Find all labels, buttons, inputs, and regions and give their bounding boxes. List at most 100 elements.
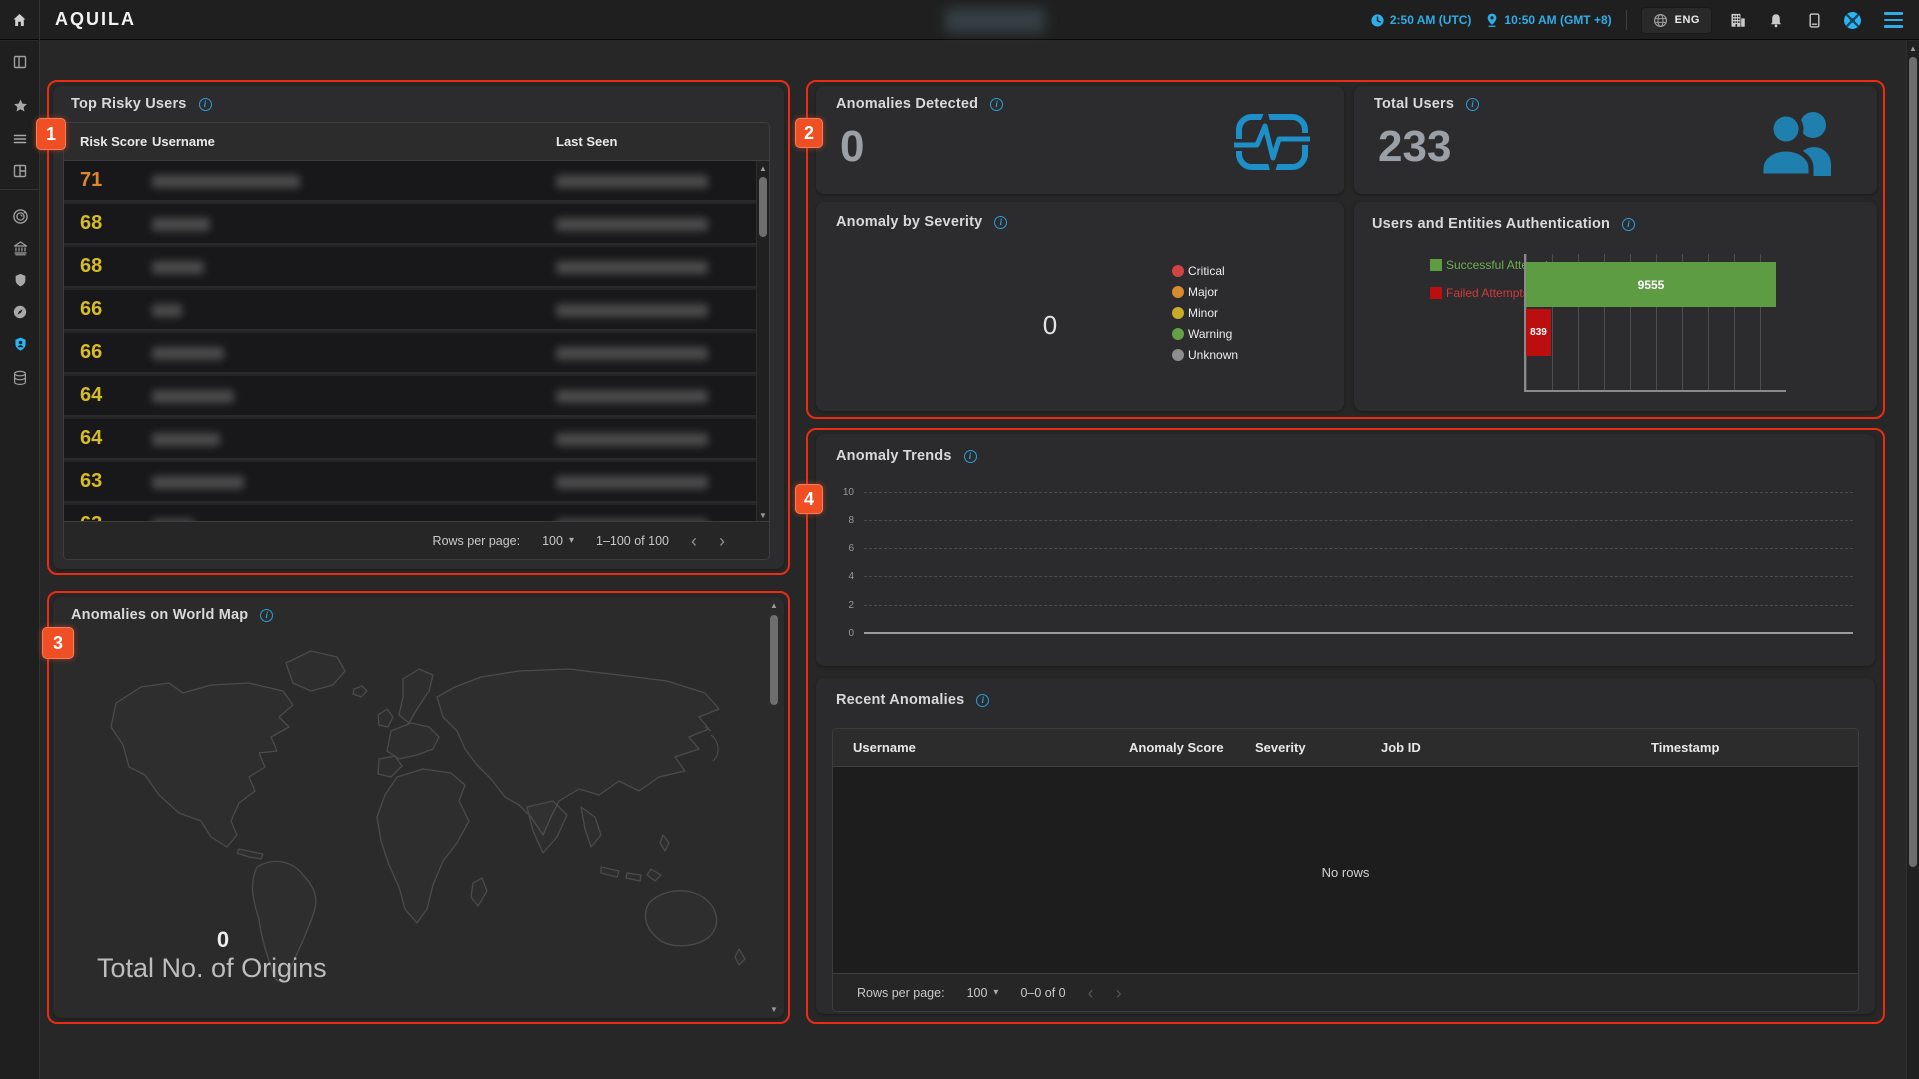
table-row[interactable]: 64 <box>64 376 769 417</box>
sidebar-item-data-sources[interactable] <box>0 363 40 393</box>
legend-label: Critical <box>1188 264 1225 278</box>
recent-anomalies-title: Recent Anomalies <box>836 692 964 708</box>
legend-dot <box>1172 349 1184 361</box>
scroll-down-arrow[interactable]: ▼ <box>757 511 769 520</box>
redacted-page-title <box>945 8 1045 33</box>
table-header: Risk Score Username Last Seen <box>64 123 769 161</box>
world-map-panel: Anomalies on World Map <box>53 597 784 1018</box>
left-sidebar <box>0 41 40 1079</box>
sidebar-item-favorites[interactable] <box>0 91 40 121</box>
info-icon[interactable] <box>964 450 977 463</box>
annotation-badge-2: 2 <box>795 118 823 148</box>
table-row[interactable]: 63 <box>64 462 769 503</box>
bar-successful-attempts[interactable]: 9555 <box>1526 262 1776 307</box>
app-wheel-button[interactable] <box>1840 8 1864 32</box>
sidebar-item-institution[interactable] <box>0 233 40 263</box>
info-icon[interactable] <box>199 98 212 111</box>
anomaly-by-severity-card: Anomaly by Severity 0 Critical Major Min… <box>816 202 1344 411</box>
sidebar-item-anomalies[interactable] <box>0 201 40 231</box>
rows-per-page-select[interactable]: 100▾ <box>967 986 999 1000</box>
auth-bar-chart[interactable]: 9555 839 <box>1524 254 1786 392</box>
bank-icon <box>12 240 29 256</box>
fingerprint-icon <box>12 208 29 225</box>
home-button[interactable] <box>0 0 40 40</box>
organization-button[interactable] <box>1726 8 1750 32</box>
sidebar-item-dashboards[interactable] <box>0 156 40 186</box>
rows-per-page-label: Rows per page: <box>433 534 521 548</box>
legend-item[interactable]: Major <box>1172 285 1218 299</box>
sidebar-item-ueba-active[interactable] <box>0 329 40 359</box>
notifications-button[interactable] <box>1764 8 1788 32</box>
sidebar-item-lists[interactable] <box>0 124 40 154</box>
docs-button[interactable] <box>1802 8 1826 32</box>
sidebar-item-security[interactable] <box>0 265 40 295</box>
origins-count: 0 <box>173 927 273 953</box>
next-page-button[interactable]: › <box>719 532 725 550</box>
language-selector[interactable]: ENG <box>1641 7 1712 34</box>
redacted-username <box>152 476 244 489</box>
top-risky-users-title: Top Risky Users <box>71 96 187 112</box>
legend-item[interactable]: Warning <box>1172 327 1232 341</box>
legend-item[interactable]: Unknown <box>1172 348 1238 362</box>
col-timestamp: Timestamp <box>1651 740 1719 755</box>
layout-panel-icon <box>12 54 28 70</box>
topbar-actions: 2:50 AM (UTC) 10:50 AM (GMT +8) ENG <box>1370 0 1903 40</box>
table-row[interactable]: 71 <box>64 161 769 202</box>
table-row[interactable]: 68 <box>64 247 769 288</box>
previous-page-button[interactable]: ‹ <box>691 532 697 550</box>
x-axis-zero-line: 0 <box>830 627 1853 639</box>
app-wheel-icon <box>1843 11 1862 30</box>
previous-page-button[interactable]: ‹ <box>1088 984 1094 1002</box>
legend-item-failed[interactable]: Failed Attempts <box>1430 286 1529 300</box>
info-icon[interactable] <box>1466 98 1479 111</box>
info-icon[interactable] <box>1622 218 1635 231</box>
legend-label: Failed Attempts <box>1446 286 1529 300</box>
top-risky-users-table: Risk Score Username Last Seen 71 68 68 <box>63 122 770 560</box>
bar-failed-attempts[interactable]: 839 <box>1526 309 1551 356</box>
col-severity: Severity <box>1255 740 1306 755</box>
redacted-last-seen <box>556 347 708 360</box>
info-icon[interactable] <box>260 609 273 622</box>
scroll-up-arrow[interactable]: ▲ <box>757 164 769 173</box>
map-scrollbar-thumb[interactable] <box>770 615 778 705</box>
table-header: Username Anomaly Score Severity Job ID T… <box>833 729 1858 767</box>
y-gridline: 4 <box>830 570 1853 582</box>
sidebar-item-layout[interactable] <box>0 47 40 77</box>
scroll-up-arrow[interactable]: ▲ <box>768 601 780 610</box>
recent-anomalies-table: Username Anomaly Score Severity Job ID T… <box>832 728 1859 1012</box>
table-scrollbar[interactable]: ▲ ▼ <box>756 161 769 523</box>
legend-item[interactable]: Critical <box>1172 264 1225 278</box>
info-icon[interactable] <box>976 694 989 707</box>
pagination-range: 1–100 of 100 <box>596 534 669 548</box>
main-menu-button[interactable] <box>1884 12 1903 28</box>
scroll-up-arrow[interactable]: ▲ <box>1907 44 1919 53</box>
rows-per-page-select[interactable]: 100▾ <box>542 534 574 548</box>
pagination-range: 0–0 of 0 <box>1020 986 1065 1000</box>
annotation-badge-1: 1 <box>36 118 66 150</box>
info-icon[interactable] <box>994 216 1007 229</box>
page-scrollbar[interactable]: ▲ <box>1906 41 1919 1079</box>
info-icon[interactable] <box>990 98 1003 111</box>
redacted-last-seen <box>556 175 708 188</box>
next-page-button[interactable]: › <box>1116 984 1122 1002</box>
table-row[interactable]: 68 <box>64 204 769 245</box>
utc-time: 2:50 AM (UTC) <box>1370 13 1472 28</box>
page-scrollbar-thumb[interactable] <box>1909 57 1917 867</box>
organization-icon <box>1729 11 1747 29</box>
map-panel-scrollbar[interactable]: ▲ ▼ <box>768 601 781 1014</box>
table-row[interactable]: 66 <box>64 333 769 374</box>
world-map[interactable] <box>61 631 761 1003</box>
user-shield-icon <box>13 336 28 352</box>
shield-icon <box>13 272 28 288</box>
anomaly-trends-panel: Anomaly Trends 10 8 6 4 2 0 <box>816 434 1875 666</box>
rows-per-page-label: Rows per page: <box>857 986 945 1000</box>
notifications-bell-icon <box>1768 12 1784 29</box>
panel-title: Total Users <box>1374 96 1479 112</box>
legend-item[interactable]: Minor <box>1172 306 1218 320</box>
table-row[interactable]: 66 <box>64 290 769 331</box>
table-scrollbar-thumb[interactable] <box>759 177 767 237</box>
sidebar-item-explore[interactable] <box>0 297 40 327</box>
scroll-down-arrow[interactable]: ▼ <box>768 1005 780 1014</box>
y-gridline: 8 <box>830 514 1853 526</box>
table-row[interactable]: 64 <box>64 419 769 460</box>
